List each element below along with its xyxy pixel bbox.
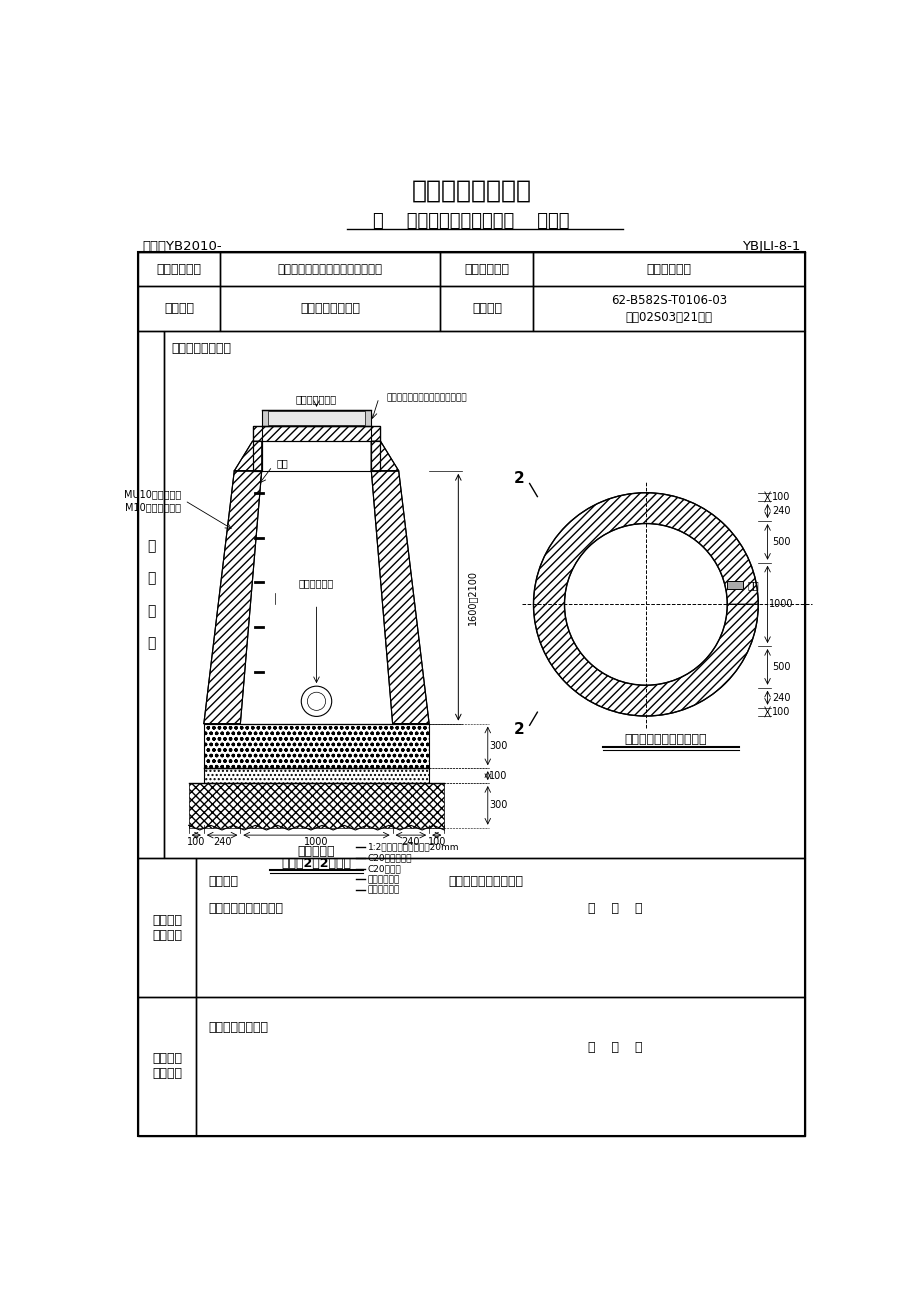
Text: 100: 100 [427,837,446,848]
Text: 专业监理工程师：: 专业监理工程师： [208,1021,267,1034]
Text: 年    月    日: 年 月 日 [587,902,641,915]
Bar [204,768,428,783]
Text: 62-B582S-T0106-03: 62-B582S-T0106-03 [610,294,726,307]
Text: 单位工程名称: 单位工程名称 [156,263,201,276]
Polygon shape [261,410,371,426]
Text: 年    月    日: 年 月 日 [587,1040,641,1053]
Text: 验

收

内

容: 验 收 内 容 [147,539,155,651]
Text: 300: 300 [489,801,507,810]
Text: 爬步: 爬步 [276,458,288,469]
Text: 1:2防水水泥砂浆抑面厘20mm: 1:2防水水泥砂浆抑面厘20mm [368,842,459,852]
Text: 施工图号: 施工图号 [471,302,502,315]
Text: 施工单位
检查结果: 施工单位 检查结果 [153,914,182,941]
Text: 100: 100 [187,837,205,848]
Bar [188,783,444,828]
Text: 1000: 1000 [768,599,793,609]
Text: 100: 100 [771,492,789,501]
Polygon shape [371,471,428,724]
Polygon shape [253,426,380,441]
Bar [533,286,804,331]
Bar [204,724,428,768]
Text: 240: 240 [402,837,420,848]
Bar [196,997,804,1135]
Polygon shape [204,471,261,724]
Text: 500: 500 [771,661,790,672]
Text: 240: 240 [771,506,790,516]
Text: 2: 2 [514,723,525,737]
Text: 监理单位
验收结论: 监理单位 验收结论 [153,1052,182,1081]
Text: 隐蔽工程验收记录: 隐蔽工程验收记录 [411,178,531,202]
Text: 井盖及井盖支座: 井盖及井盖支座 [296,395,336,405]
Text: 100: 100 [771,707,789,717]
Text: （甘02S03，21页）: （甘02S03，21页） [625,311,712,324]
Text: 班组长：: 班组长： [208,875,238,888]
Bar [138,331,164,858]
Bar [533,251,804,286]
Text: 检查井2－2剪面图: 检查井2－2剪面图 [281,857,351,870]
Bar [440,286,533,331]
Text: 爬步: 爬步 [746,581,758,590]
Text: MU10烧结机制砖: MU10烧结机制砖 [123,490,181,500]
Bar [440,251,533,286]
Text: 排水、雨水检查井平面图: 排水、雨水检查井平面图 [623,733,706,746]
Text: 钉筋混凝土管: 钉筋混凝土管 [299,578,334,589]
Text: 240: 240 [212,837,231,848]
Text: 240: 240 [771,693,790,703]
Text: 1600～2100: 1600～2100 [467,570,477,625]
Bar [220,251,440,286]
Text: 500: 500 [771,536,790,547]
Polygon shape [253,426,261,471]
Text: YBJLⅠ-8-1: YBJLⅠ-8-1 [742,240,800,253]
Polygon shape [371,426,380,471]
Bar [138,997,196,1135]
Bar [220,286,440,331]
Polygon shape [533,492,757,716]
Text: 简图及隐蔽内容：: 简图及隐蔽内容： [171,342,232,355]
Text: 分项工程名称: 分项工程名称 [464,263,509,276]
Text: 1000: 1000 [304,837,328,848]
Text: （    主变排油管检查井砖体    工程）: （ 主变排油管检查井砖体 工程） [373,212,569,230]
Bar [164,331,804,858]
Text: 室外给排水及雨污水系统建构筑物: 室外给排水及雨污水系统建构筑物 [278,263,382,276]
Text: C20混凝土垒槽: C20混凝土垒槽 [368,853,412,862]
Text: 表面刷环氧历青厚聚氨酯涂料两遍: 表面刷环氧历青厚聚氨酯涂料两遍 [386,393,467,402]
Text: 2: 2 [514,471,525,487]
Text: C20混凝土: C20混凝土 [368,865,401,874]
Text: 100: 100 [489,771,507,781]
Polygon shape [726,581,742,589]
Polygon shape [267,411,365,424]
Text: 300: 300 [489,741,507,751]
Text: M10水泥砂浆砖筑: M10水泥砂浆砖筑 [125,501,181,512]
Bar [138,251,804,1135]
Bar [138,286,220,331]
Polygon shape [371,441,398,471]
Bar [138,251,220,286]
Text: 排水、雨水: 排水、雨水 [298,845,335,858]
Bar [138,858,196,997]
Text: 素土分层夸实: 素土分层夸实 [368,885,400,894]
Text: 项目专业质量检查员：: 项目专业质量检查员： [448,875,523,888]
Text: 排油管道安装: 排油管道安装 [646,263,691,276]
Polygon shape [234,441,261,471]
Text: 验收部位: 验收部位 [164,302,194,315]
Text: 编号：YB2010-: 编号：YB2010- [142,240,221,253]
Text: 主变排油管检查井: 主变排油管检查井 [300,302,359,315]
Text: 碎石管坑垒层: 碎石管坑垒层 [368,875,400,884]
Text: 项目专业技术负责人：: 项目专业技术负责人： [208,902,283,915]
Bar [196,858,804,997]
